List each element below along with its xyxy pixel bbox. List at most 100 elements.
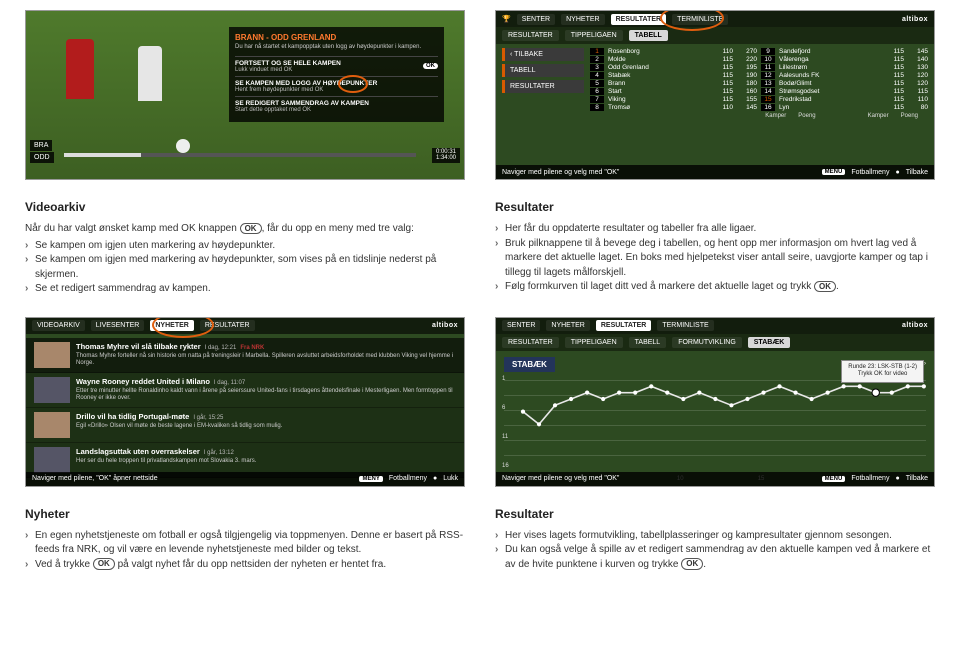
score-bra: BRA: [30, 140, 52, 151]
table-cell: 4: [590, 72, 604, 79]
table-cell: 12: [761, 72, 775, 79]
table-cell: Lyn: [779, 104, 872, 111]
table-cell: 7: [590, 96, 604, 103]
table-cell: 115: [876, 48, 904, 55]
news-item[interactable]: Thomas Myhre vil slå tilbake rykterI dag…: [26, 338, 464, 373]
table-cell: 220: [737, 56, 757, 63]
side-tilbake[interactable]: ‹ TILBAKE: [502, 48, 584, 61]
form-chart[interactable]: 161116 1510152025: [504, 380, 926, 470]
table-cell: 13: [761, 80, 775, 87]
table-cell: 110: [908, 96, 928, 103]
news-thumb: [34, 377, 70, 403]
table-cell: 115: [705, 72, 733, 79]
table-cell: 140: [908, 56, 928, 63]
ok-badge: OK: [423, 63, 438, 69]
table-cell: Odd Grenland: [608, 64, 701, 71]
table-cell: Stabæk: [608, 72, 701, 79]
table-cell: Strømsgodset: [779, 88, 872, 95]
table-cell: Lillestrøm: [779, 64, 872, 71]
table-cell: 120: [908, 72, 928, 79]
brand-logo: altibox: [902, 322, 928, 329]
screenshot-tabell: 🏆 SENTER NYHETER RESULTATER TERMINLISTE …: [495, 10, 935, 180]
table-cell: 115: [876, 104, 904, 111]
panel-desc: Du har nå startet et kampopptak uten log…: [235, 44, 438, 52]
heading: Resultater: [495, 200, 935, 214]
table-cell: 130: [908, 64, 928, 71]
table-cell: Rosenborg: [608, 48, 701, 55]
panel-title: BRANN - ODD GRENLAND: [235, 33, 438, 42]
news-item[interactable]: Wayne Rooney reddet United i MilanoI dag…: [26, 373, 464, 408]
table-cell: 110: [705, 48, 733, 55]
table-cell: 3: [590, 64, 604, 71]
brand-logo: altibox: [432, 322, 458, 329]
table-cell: 11: [761, 64, 775, 71]
table-cell: 115: [705, 64, 733, 71]
back-icon: ●: [895, 169, 899, 176]
table-cell: Bodø/Glimt: [779, 80, 872, 87]
table-cell: 115: [705, 96, 733, 103]
table-cell: Aalesunds FK: [779, 72, 872, 79]
table-cell: 195: [737, 64, 757, 71]
table-cell: 115: [876, 72, 904, 79]
table-cell: 115: [705, 80, 733, 87]
table-cell: Molde: [608, 56, 701, 63]
news-item[interactable]: Drillo vil ha tidlig Portugal-møteI går,…: [26, 408, 464, 443]
table-cell: 190: [737, 72, 757, 79]
table-cell: 9: [761, 48, 775, 55]
news-thumb: [34, 412, 70, 438]
table-cell: 2: [590, 56, 604, 63]
table-cell: 115: [876, 64, 904, 71]
heading: Resultater: [495, 507, 935, 521]
ok-icon: OK: [93, 558, 115, 570]
table-cell: Sandefjord: [779, 48, 872, 55]
table-cell: 155: [737, 96, 757, 103]
brand-logo: altibox: [902, 16, 928, 23]
news-thumb: [34, 447, 70, 473]
side-tabell[interactable]: TABELL: [502, 64, 584, 77]
scrub-bar[interactable]: [64, 153, 416, 157]
table-cell: 145: [908, 48, 928, 55]
table-cell: Tromsø: [608, 104, 701, 111]
table-cell: Brann: [608, 80, 701, 87]
ok-icon: OK: [240, 223, 262, 235]
section-resultater-top: Resultater Her får du oppdaterte resulta…: [495, 200, 935, 297]
table-cell: Viking: [608, 96, 701, 103]
screenshot-videoarkiv: BRANN - ODD GRENLAND Du har nå startet e…: [25, 10, 465, 180]
news-thumb: [34, 342, 70, 368]
ok-icon: OK: [681, 558, 703, 570]
table-cell: 115: [705, 88, 733, 95]
side-resultater[interactable]: RESULTATER: [502, 80, 584, 93]
table-cell: 115: [876, 56, 904, 63]
section-resultater-bottom: Resultater Her vises lagets formutviklin…: [495, 507, 935, 573]
screenshot-formutvikling: SENTER NYHETER RESULTATER TERMINLISTE al…: [495, 317, 935, 487]
league-table: 1Rosenborg1102709Sandefjord1151452Molde1…: [590, 48, 928, 111]
table-cell: 8: [590, 104, 604, 111]
table-cell: 5: [590, 80, 604, 87]
heading: Videoarkiv: [25, 200, 465, 214]
table-cell: Vålerenga: [779, 56, 872, 63]
screenshot-nyheter: VIDEOARKIV LIVESENTER NYHETER RESULTATER…: [25, 317, 465, 487]
back-icon: ●: [895, 475, 899, 482]
score-odd: ODD: [30, 152, 54, 163]
table-cell: 6: [590, 88, 604, 95]
trophy-icon: 🏆: [502, 15, 511, 23]
table-cell: 80: [908, 104, 928, 111]
table-cell: 115: [876, 80, 904, 87]
table-cell: 115: [876, 88, 904, 95]
table-cell: 145: [737, 104, 757, 111]
table-cell: 16: [761, 104, 775, 111]
section-videoarkiv: Videoarkiv Når du har valgt ønsket kamp …: [25, 200, 465, 297]
section-nyheter: Nyheter En egen nyhetstjeneste om fotbal…: [25, 507, 465, 573]
table-cell: 120: [908, 80, 928, 87]
table-cell: 160: [737, 88, 757, 95]
table-cell: Start: [608, 88, 701, 95]
table-cell: 115: [705, 56, 733, 63]
table-cell: 15: [761, 96, 775, 103]
table-cell: 110: [705, 104, 733, 111]
table-cell: 14: [761, 88, 775, 95]
team-badge: STABÆK: [504, 357, 555, 372]
table-cell: 115: [908, 88, 928, 95]
match-options-panel: BRANN - ODD GRENLAND Du har nå startet e…: [229, 27, 444, 122]
table-cell: Fredrikstad: [779, 96, 872, 103]
ok-icon: OK: [814, 281, 836, 293]
